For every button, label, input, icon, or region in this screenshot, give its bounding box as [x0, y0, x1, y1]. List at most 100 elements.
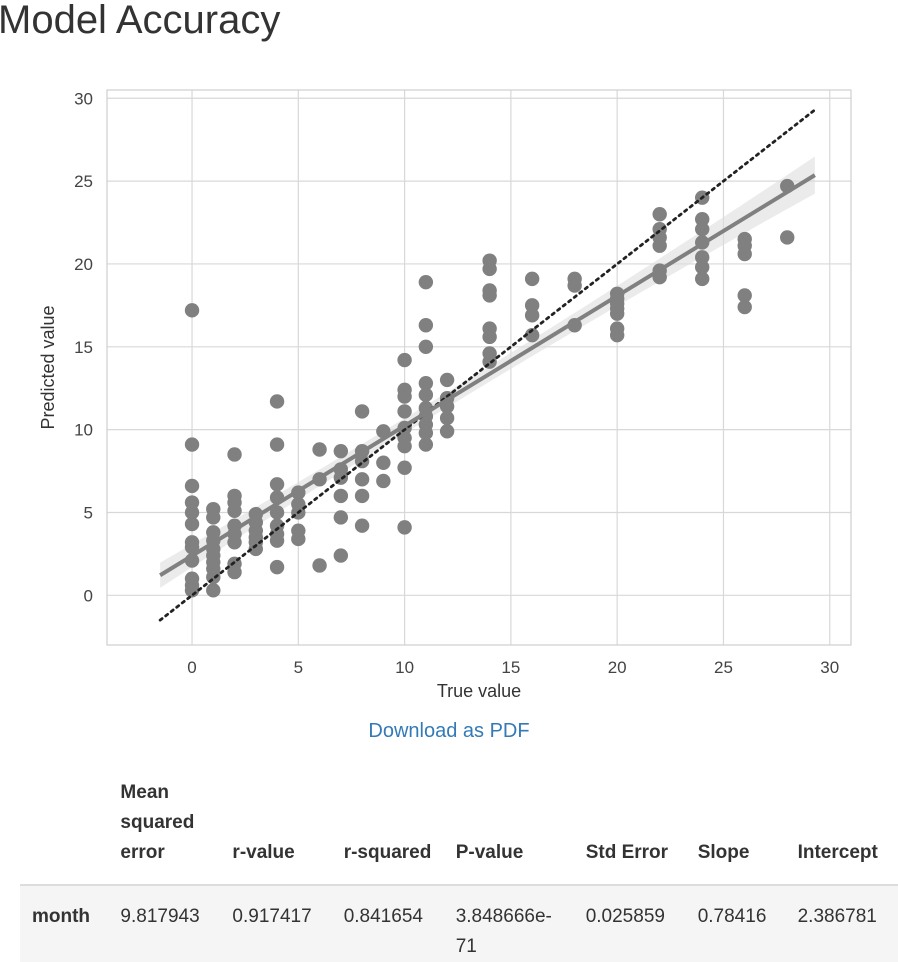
table-cell-std-error: 0.025859: [573, 885, 686, 962]
data-point: [184, 516, 200, 532]
y-tick-label: 30: [74, 89, 93, 108]
ticks-layer: 0 5 10 15 20 25 30 0 5 10 15 20 25 30: [74, 89, 839, 677]
x-tick-label: 15: [501, 658, 520, 677]
data-point: [291, 531, 306, 547]
stats-table: Mean squared error r-value r-squared P-v…: [20, 772, 898, 962]
data-point: [206, 510, 221, 525]
data-point: [376, 455, 391, 470]
x-tick-label: 5: [294, 658, 303, 677]
table-header-blank: [20, 772, 109, 886]
y-tick-label: 5: [84, 503, 93, 522]
table-header: r-value: [220, 772, 332, 886]
table-header: Mean squared error: [108, 772, 221, 886]
scatter-chart: 0 5 10 15 20 25 30 0 5 10 15 20 25 30 True value Pred…: [38, 89, 852, 701]
data-point: [482, 329, 497, 345]
data-point: [333, 510, 349, 525]
data-point: [184, 303, 200, 318]
plot-frame: [106, 89, 852, 646]
x-tick-label: 0: [187, 658, 196, 677]
data-point: [780, 230, 795, 245]
data-point: [354, 404, 370, 419]
y-tick-label: 10: [74, 421, 93, 440]
data-point: [418, 387, 434, 403]
data-point: [524, 327, 540, 343]
data-point: [439, 410, 455, 426]
x-tick-label: 25: [714, 658, 733, 677]
data-point: [184, 540, 200, 555]
table-cell-mse: 9.817943: [108, 885, 221, 962]
data-point: [737, 288, 752, 303]
table-cell-slope: 0.78416: [685, 885, 786, 962]
data-point: [184, 478, 200, 494]
y-tick-label: 0: [84, 586, 93, 605]
table-header: Std Error: [573, 772, 686, 886]
data-point: [248, 541, 263, 557]
x-axis-label: True value: [437, 681, 521, 701]
regression-line: [159, 173, 816, 577]
data-point: [184, 437, 200, 452]
data-point: [397, 460, 412, 475]
data-point: [695, 212, 710, 227]
data-point: [397, 389, 412, 404]
data-point: [418, 376, 434, 391]
download-pdf-link[interactable]: Download as PDF: [368, 720, 530, 742]
data-point: [227, 535, 242, 550]
data-point: [418, 339, 434, 354]
data-point: [227, 503, 242, 519]
y-tick-label: 20: [74, 255, 93, 274]
data-point: [397, 520, 412, 535]
table-row-label: month: [20, 885, 109, 962]
data-point: [354, 488, 370, 504]
data-point: [354, 518, 370, 533]
data-point: [482, 288, 497, 303]
data-point: [609, 306, 625, 321]
data-point: [524, 271, 540, 287]
data-point: [206, 569, 221, 585]
lines-layer: [158, 108, 817, 622]
data-point: [354, 472, 370, 487]
data-point: [227, 564, 242, 580]
data-point: [482, 261, 497, 277]
data-point: [418, 425, 434, 441]
data-point: [439, 424, 455, 439]
data-point: [333, 443, 349, 459]
data-point: [652, 238, 667, 253]
data-point: [567, 278, 582, 293]
data-point: [227, 447, 242, 462]
data-point: [312, 442, 327, 457]
data-point: [206, 583, 221, 598]
data-point: [333, 548, 349, 563]
data-point: [333, 488, 349, 504]
data-point: [418, 437, 434, 452]
x-tick-label: 30: [820, 658, 839, 677]
data-point: [269, 437, 285, 452]
y-tick-label: 15: [74, 338, 93, 357]
data-point: [609, 327, 625, 343]
data-point: [397, 352, 412, 368]
page-title: Model Accuracy: [0, 0, 281, 42]
data-point: [184, 495, 200, 510]
table-row: month 9.817943 0.917417 0.841654 3.84866…: [20, 885, 898, 962]
data-point: [524, 308, 540, 323]
data-point: [524, 298, 540, 313]
data-point: [184, 583, 200, 598]
data-point: [418, 274, 434, 290]
data-point: [737, 299, 752, 315]
data-point: [312, 558, 327, 573]
data-point: [695, 221, 710, 237]
identity-line: [158, 108, 817, 622]
data-point: [397, 438, 412, 454]
data-point: [652, 207, 667, 222]
data-point: [269, 477, 285, 492]
data-point: [397, 404, 412, 419]
data-point: [695, 250, 710, 265]
y-axis-label: Predicted value: [38, 305, 58, 429]
data-point: [269, 533, 285, 548]
x-tick-label: 10: [395, 658, 414, 677]
table-cell-r-squared: 0.841654: [331, 885, 444, 962]
data-point: [184, 505, 200, 520]
data-point: [376, 473, 391, 489]
data-point: [695, 260, 710, 275]
table-header: Slope: [685, 772, 786, 886]
table-cell-intercept: 2.386781: [785, 885, 898, 962]
